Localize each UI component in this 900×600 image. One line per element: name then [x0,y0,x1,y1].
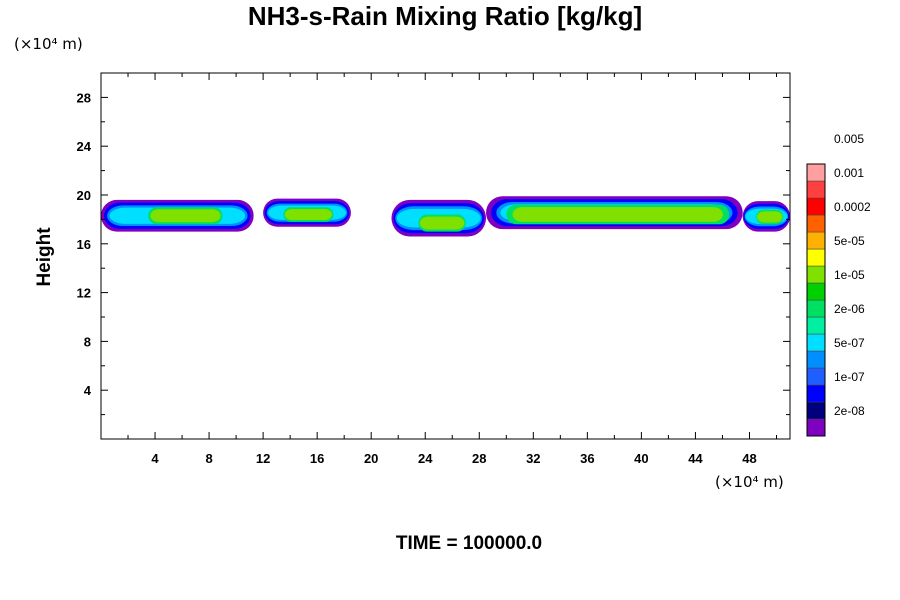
y-unit-label: (×10⁴ m) [14,35,83,53]
colorbar-label: 5e-05 [834,234,865,248]
colorbar-label: 2e-06 [834,302,865,316]
contour-region [150,209,221,223]
colorbar-swatch [806,316,826,335]
colorbar-swatch [806,367,826,386]
colorbar-swatch [806,282,826,301]
x-unit-label: (×10⁴ m) [715,473,784,491]
x-tick-label: 20 [364,451,378,466]
colorbar-label: 1e-07 [834,370,865,384]
colorbar-label: 2e-08 [834,404,865,418]
y-tick-label: 28 [77,90,91,105]
x-tick-label: 12 [256,451,270,466]
colorbar-swatch [806,384,826,403]
y-tick-label: 16 [77,237,91,252]
colorbar-swatch [806,265,826,284]
colorbar-label: 0.005 [834,132,864,146]
colorbar-swatch [806,163,826,182]
contour-region [419,216,465,230]
chart-title: NH3-s-Rain Mixing Ratio [kg/kg] [248,1,642,31]
time-label: TIME = 100000.0 [396,533,542,554]
x-tick-label: 24 [418,451,433,466]
y-axis: 4 8 12 16 20 24 28 [77,90,790,416]
plot-frame [100,72,791,440]
colorbar-swatch [806,299,826,318]
y-tick-label: 4 [84,383,92,398]
x-axis: 4 8 12 16 20 24 28 32 36 40 44 48 [127,73,777,466]
plot-background [101,73,790,439]
colorbar-swatch [806,350,826,369]
colorbar-label: 5e-07 [834,336,865,350]
x-tick-label: 16 [310,451,324,466]
colorbar-swatch [806,418,826,437]
colorbar-label: 0.0002 [834,200,871,214]
colorbar-swatch [806,333,826,352]
contour-regions [101,196,790,237]
y-axis-title: Height [34,227,55,287]
colorbar-swatch [806,214,826,233]
contour-region [756,211,783,223]
contour-region [512,207,723,222]
colorbar: 2e-08 1e-07 5e-07 2e-06 1e-05 5e-05 0.0002 0.00… [806,132,871,437]
colorbar-frame [806,163,826,437]
x-tick-label: 28 [472,451,486,466]
y-tick-label: 8 [84,334,91,349]
colorbar-swatch [806,248,826,267]
colorbar-swatch [806,180,826,199]
contour-region [284,208,332,221]
y-tick-label: 12 [77,286,91,301]
x-tick-label: 32 [526,451,540,466]
y-tick-label: 24 [77,139,92,154]
x-tick-label: 48 [742,451,756,466]
x-tick-label: 8 [205,451,212,466]
colorbar-swatch [806,231,826,250]
colorbar-label: 0.001 [834,166,864,180]
colorbar-swatch [806,197,826,216]
colorbar-swatch [806,401,826,420]
x-tick-label: 4 [151,451,159,466]
y-tick-label: 20 [77,188,91,203]
x-tick-label: 40 [634,451,648,466]
x-tick-label: 36 [580,451,594,466]
x-tick-label: 44 [688,451,703,466]
colorbar-label: 1e-05 [834,268,865,282]
